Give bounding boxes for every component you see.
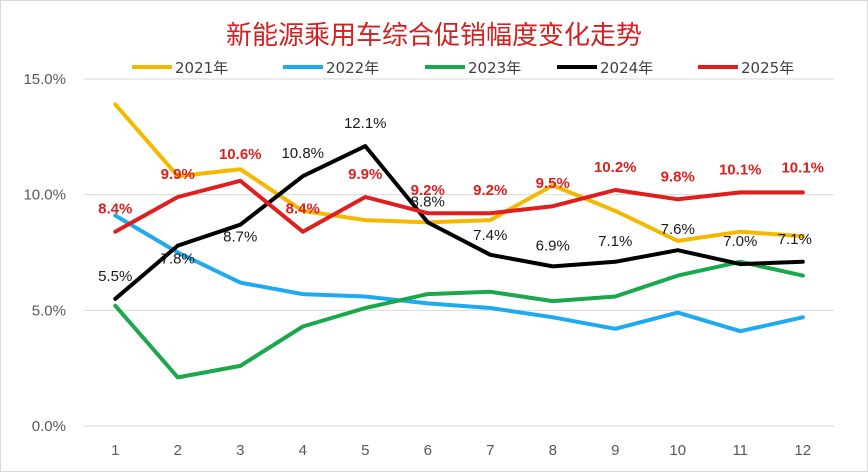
data-label-2025: 9.2% — [411, 182, 445, 199]
data-label-2024: 8.8% — [411, 193, 445, 210]
x-tick-label: 7 — [486, 442, 494, 459]
data-label-2024: 7.8% — [161, 251, 195, 268]
data-label-2024: 7.0% — [723, 233, 757, 250]
legend: 2021年 2022年 2023年 2024年 2025年 — [132, 59, 794, 77]
series-lines — [113, 102, 805, 380]
x-tick-label: 4 — [299, 442, 307, 459]
y-tick-label: 0.0% — [32, 418, 66, 435]
series-line — [113, 178, 805, 234]
data-label-2025: 9.9% — [161, 166, 195, 183]
data-label-2024: 6.9% — [536, 237, 570, 254]
data-label-2025: 10.1% — [719, 161, 762, 178]
x-axis-ticks: 1 2 3 4 5 6 7 8 9 10 11 12 — [111, 442, 811, 459]
data-label-2024: 7.4% — [473, 227, 507, 244]
data-label-2024: 7.6% — [661, 221, 695, 238]
legend-entry: 2024年 — [600, 59, 653, 77]
y-tick-label: 15.0% — [23, 71, 66, 88]
x-tick-label: 11 — [732, 442, 748, 459]
series-line — [113, 259, 805, 380]
data-label-2024: 7.1% — [598, 233, 632, 250]
y-tick-label: 10.0% — [23, 187, 66, 204]
x-tick-label: 10 — [669, 442, 686, 459]
data-label-2025: 10.2% — [594, 159, 637, 176]
series-line — [113, 144, 805, 301]
data-label-2024: 12.1% — [344, 115, 387, 132]
series-line — [113, 102, 805, 243]
data-label-2024: 8.7% — [223, 229, 257, 246]
legend-entry: 2025年 — [741, 59, 794, 77]
chart-title: 新能源乘用车综合促销幅度变化走势 — [226, 21, 642, 51]
x-tick-label: 9 — [611, 442, 619, 459]
series-line — [113, 213, 805, 334]
legend-entry: 2023年 — [468, 59, 521, 77]
data-label-2025: 8.4% — [98, 201, 132, 218]
data-label-2025: 10.6% — [219, 146, 262, 163]
x-tick-label: 12 — [794, 442, 811, 459]
x-tick-label: 6 — [424, 442, 432, 459]
x-tick-label: 1 — [111, 442, 119, 459]
y-tick-label: 5.0% — [32, 302, 66, 319]
data-label-2024: 5.5% — [98, 268, 132, 285]
data-labels: 5.5% 7.8% 8.7% 10.8% 12.1% 8.8% 7.4% 6.9% 7.1% 7.… — [98, 115, 824, 285]
data-label-2024: 7.1% — [778, 231, 812, 248]
data-label-2024: 10.8% — [281, 145, 324, 162]
data-label-2025: 9.2% — [473, 182, 507, 199]
x-tick-label: 8 — [549, 442, 557, 459]
x-tick-label: 2 — [174, 442, 182, 459]
x-tick-label: 5 — [361, 442, 369, 459]
data-label-2025: 8.4% — [286, 201, 320, 218]
x-tick-label: 3 — [236, 442, 244, 459]
legend-entry: 2021年 — [175, 59, 228, 77]
y-axis-ticks: 0.0% 5.0% 10.0% 15.0% — [23, 71, 66, 435]
data-label-2025: 9.5% — [536, 175, 570, 192]
legend-entry: 2022年 — [326, 59, 379, 77]
data-label-2025: 9.8% — [661, 168, 695, 185]
data-label-2025: 10.1% — [781, 159, 824, 176]
data-label-2025: 9.9% — [348, 166, 382, 183]
